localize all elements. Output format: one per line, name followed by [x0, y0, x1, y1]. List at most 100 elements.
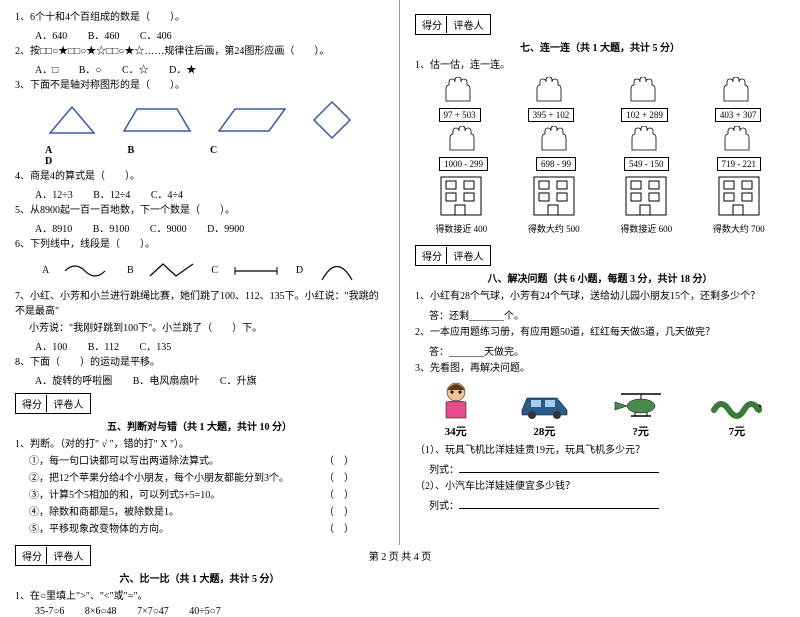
q5-opt-c: C．9000 — [150, 220, 187, 235]
snake-icon — [709, 392, 764, 420]
trapezoid-icon — [122, 104, 192, 136]
s5-item-3: ③，计算5个5相加的和，可以列式5+5=10。 （ ） — [15, 488, 384, 503]
q7-opt-c: C．135 — [140, 338, 172, 353]
q8-stem: 8、下面（ ）的运动是平移。 — [15, 355, 384, 370]
q2-opt-c: C．☆ — [122, 61, 149, 76]
formula-blank — [459, 508, 659, 509]
hand-7: 549 - 150 — [624, 126, 669, 171]
section-8-title: 八、解决问题（共 6 小题，每题 3 分，共计 18 分） — [415, 270, 785, 285]
q3-lbl-b: B — [128, 145, 208, 156]
building-4-label: 得数大约 700 — [713, 222, 765, 235]
hand-1: 97 + 503 — [439, 77, 481, 122]
zigzag-line-icon — [148, 261, 198, 281]
score-box-8: 得分 评卷人 — [415, 245, 491, 266]
q2-opt-a: A．□ — [35, 61, 58, 76]
q5-opt-a: A．8910 — [35, 220, 72, 235]
price-car: 28元 — [517, 423, 572, 439]
formula-label: 列式： — [429, 501, 459, 512]
wavy-line-icon — [63, 261, 113, 281]
q3-labels: A B C D — [15, 145, 384, 167]
q7-stem2: 小芳说："我刚好跳到100下"。小兰跳了（ ）下。 — [15, 321, 384, 336]
score-label: 得分 — [418, 16, 447, 33]
s8-q3: 3、先看图，再解决问题。 — [415, 361, 785, 376]
paren: （ ） — [324, 505, 354, 520]
hand-icon — [626, 126, 666, 152]
q2-opt-b: B．○ — [79, 61, 102, 76]
hand-1-val: 97 + 503 — [439, 108, 481, 122]
s5-item-5: ⑤，平移现象改变物体的方向。（ ） — [15, 522, 384, 537]
q4-stem: 4、商是4的算式是（ ）。 — [15, 169, 384, 184]
q2-stem: 2、按□□○★□□○★☆□□○★☆……规律往后画，第24图形应画（ ）。 — [15, 44, 384, 59]
q8-opts: A．旋转的呼啦圈 B．电风扇扇叶 C．升旗 — [15, 372, 384, 387]
toy-doll: 34元 — [436, 380, 476, 439]
price-heli: ?元 — [613, 423, 668, 439]
q5-stem: 5、从8900起一百一百地数，下一个数是（ ）。 — [15, 203, 384, 218]
building-1: 得数接近 400 — [435, 175, 487, 235]
q7-opt-b: B．112 — [88, 338, 119, 353]
s6-item-4: 40÷5○7 — [189, 606, 221, 617]
hand-7-val: 549 - 150 — [624, 157, 669, 171]
q5-opt-b: B．9100 — [93, 220, 130, 235]
score-box-5: 得分 评卷人 — [15, 393, 91, 414]
q1-opt-c: C．406 — [140, 27, 172, 42]
hand-5-val: 1000 - 299 — [439, 157, 488, 171]
paren: （ ） — [324, 522, 354, 537]
s8-formula-1: 列式： — [415, 461, 785, 476]
s5-item-4-text: ④，除数和商都是5，被除数是1。 — [29, 507, 179, 518]
toys-row: 34元 28元 ?元 7元 — [415, 380, 785, 439]
building-2: 得数大约 500 — [528, 175, 580, 235]
hand-3-val: 102 + 289 — [621, 108, 668, 122]
car-icon — [517, 390, 572, 420]
q1-opts: A．640 B．460 C．406 — [15, 27, 384, 42]
q7-opts: A．100 B．112 C．135 — [15, 338, 384, 353]
hand-5: 1000 - 299 — [439, 126, 488, 171]
hand-8: 719 - 221 — [717, 126, 762, 171]
grader-label: 评卷人 — [450, 247, 488, 264]
hand-icon — [444, 126, 484, 152]
q4-opts: A．12÷3 B．12÷4 C．4÷4 — [15, 186, 384, 201]
q7-opt-a: A．100 — [35, 338, 67, 353]
score-label: 得分 — [18, 395, 47, 412]
section-7-title: 七、连一连（共 1 大题，共计 5 分） — [415, 39, 785, 54]
buildings-row: 得数接近 400 得数大约 500 得数接近 600 得数大约 700 — [415, 175, 785, 235]
toy-car: 28元 — [517, 390, 572, 439]
hand-icon — [440, 77, 480, 103]
hand-8-val: 719 - 221 — [717, 157, 762, 171]
q1-opt-a: A．640 — [35, 27, 67, 42]
q3-stem: 3、下面不是轴对称图形的是（ ）。 — [15, 78, 384, 93]
q8-opt-b: B．电风扇扇叶 — [133, 372, 200, 387]
grader-label: 评卷人 — [50, 395, 88, 412]
s8-formula-2: 列式： — [415, 497, 785, 512]
s5-item-4: ④，除数和商都是5，被除数是1。 （ ） — [15, 505, 384, 520]
s8-q3b: （2）、小汽车比洋娃娃便宜多少钱？ — [415, 479, 785, 494]
q5-opt-d: D．9900 — [207, 220, 244, 235]
s5-item-3-text: ③，计算5个5相加的和，可以列式5+5=10。 — [29, 490, 220, 501]
q8-opt-c: C．升旗 — [220, 372, 257, 387]
s6-intro: 1、在○里填上">"、"<"或"="。 — [15, 589, 384, 604]
q6-lbl-b: B — [127, 265, 134, 276]
s5-item-2: ②，把12个苹果分给4个小朋友，每个小朋友都能分到3个。（ ） — [15, 471, 384, 486]
s7-intro: 1、估一估，连一连。 — [415, 58, 785, 73]
q8-opt-a: A．旋转的呼啦圈 — [35, 372, 112, 387]
s5-item-2-text: ②，把12个苹果分给4个小朋友，每个小朋友都能分到3个。 — [29, 473, 289, 484]
parallelogram-icon — [217, 104, 287, 136]
q4-opt-a: A．12÷3 — [35, 186, 73, 201]
helicopter-icon — [613, 388, 668, 420]
q1-stem: 1、6个十和4个百组成的数是（ ）。 — [15, 10, 384, 25]
building-3: 得数接近 600 — [620, 175, 672, 235]
hand-4-val: 403 + 307 — [715, 108, 762, 122]
s5-item-1: ①，每一句口诀都可以写出两道除法算式。（ ） — [15, 454, 384, 469]
paren: （ ） — [324, 488, 354, 503]
hand-icon — [718, 77, 758, 103]
q1-opt-b: B．460 — [88, 27, 120, 42]
hand-icon — [719, 126, 759, 152]
hand-icon — [531, 77, 571, 103]
hand-6-val: 698 - 99 — [536, 157, 576, 171]
grader-label: 评卷人 — [450, 16, 488, 33]
page-footer: 第 2 页 共 4 页 — [0, 548, 800, 563]
score-label: 得分 — [418, 247, 447, 264]
toy-helicopter: ?元 — [613, 388, 668, 439]
s5-intro: 1、判断。（对的打" √ "，错的打" X "）。 — [15, 437, 384, 452]
left-column: 1、6个十和4个百组成的数是（ ）。 A．640 B．460 C．406 2、按… — [0, 0, 400, 545]
building-3-label: 得数接近 600 — [620, 222, 672, 235]
